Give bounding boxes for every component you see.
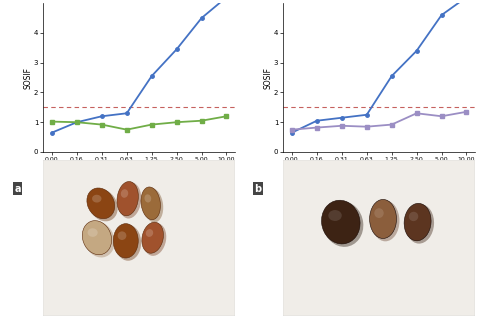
Y-axis label: SOSIF: SOSIF [24,67,33,89]
Ellipse shape [322,200,360,244]
Ellipse shape [371,200,399,241]
Ellipse shape [119,182,141,219]
Ellipse shape [118,231,126,240]
X-axis label: Concentration (μg/mL): Concentration (μg/mL) [96,165,182,174]
Y-axis label: SOSIF: SOSIF [264,67,273,89]
Ellipse shape [117,182,138,216]
Text: a: a [14,184,21,194]
Ellipse shape [404,203,431,241]
Ellipse shape [82,221,112,255]
Text: b: b [254,184,262,194]
Ellipse shape [374,208,384,218]
Ellipse shape [115,225,141,261]
Ellipse shape [143,188,163,222]
Ellipse shape [144,194,151,203]
X-axis label: Concentration (μg/mL): Concentration (μg/mL) [336,165,422,174]
Ellipse shape [113,224,138,258]
Ellipse shape [88,189,118,221]
Ellipse shape [142,222,163,253]
Ellipse shape [144,223,166,256]
Ellipse shape [84,222,115,257]
Ellipse shape [121,189,128,198]
Ellipse shape [141,187,160,220]
Ellipse shape [87,228,98,237]
Ellipse shape [323,201,363,247]
FancyBboxPatch shape [43,160,235,316]
Ellipse shape [406,204,434,244]
Ellipse shape [370,199,396,239]
Ellipse shape [409,212,418,221]
Ellipse shape [87,188,115,219]
FancyBboxPatch shape [283,160,475,316]
Ellipse shape [92,195,101,203]
Ellipse shape [328,210,342,221]
Ellipse shape [146,229,153,237]
